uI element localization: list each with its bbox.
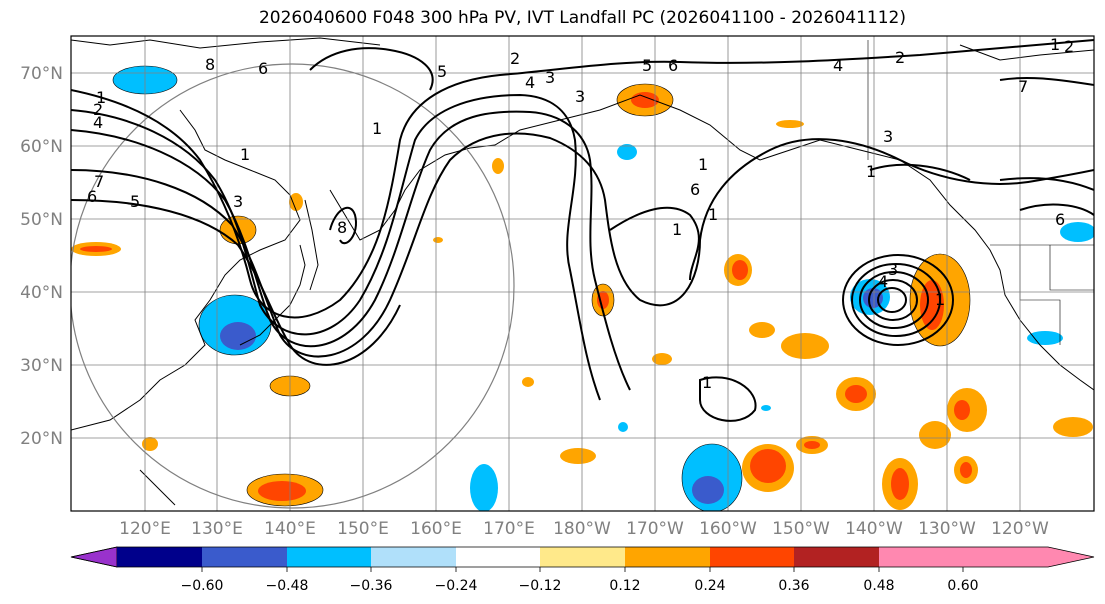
contour-label: 1 bbox=[96, 88, 106, 107]
colorbar-max-extension bbox=[963, 547, 1094, 567]
colorbar-ticks bbox=[201, 567, 964, 572]
contour-label: 3 bbox=[888, 260, 898, 279]
contour-label: 1 bbox=[1050, 35, 1060, 54]
contour-label: 1 bbox=[372, 119, 382, 138]
colorbar-segment bbox=[879, 547, 963, 567]
contour-label: 7 bbox=[94, 172, 104, 191]
contour-label: 6 bbox=[87, 187, 97, 206]
lat-label: 30°N bbox=[20, 356, 63, 376]
colorbar-outline bbox=[70, 546, 1095, 568]
lon-label: 170°E bbox=[483, 519, 535, 539]
lon-label: 130°W bbox=[918, 519, 976, 539]
lon-label: 150°E bbox=[337, 519, 389, 539]
colorbar-tick-label: 0.60 bbox=[947, 578, 978, 594]
lon-label: 140°W bbox=[845, 519, 903, 539]
colorbar-tick-label: −0.48 bbox=[266, 578, 309, 594]
contour-label: 3 bbox=[233, 192, 243, 211]
map-frame bbox=[70, 35, 1095, 512]
latitude-labels: 70°N 60°N 50°N 40°N 30°N 20°N bbox=[20, 64, 63, 449]
colorbar-segment bbox=[710, 547, 794, 567]
lat-label: 20°N bbox=[20, 429, 63, 449]
lon-label: 120°E bbox=[119, 519, 171, 539]
contour-label: 6 bbox=[258, 59, 268, 78]
colorbar-tick-label: 0.12 bbox=[609, 578, 640, 594]
contour-label: 5 bbox=[130, 192, 140, 211]
colorbar-segment bbox=[287, 547, 371, 567]
lat-label: 50°N bbox=[20, 210, 63, 230]
lon-label: 150°W bbox=[772, 519, 830, 539]
contour-label: 2 bbox=[510, 49, 520, 68]
contour-label: 1 bbox=[698, 155, 708, 174]
colorbar-segment bbox=[794, 547, 879, 567]
colorbar-segment bbox=[456, 547, 540, 567]
colorbar-tick-labels: −0.60 −0.48 −0.36 −0.24 −0.12 0.12 0.24 … bbox=[181, 578, 979, 594]
colorbar: −0.60 −0.48 −0.36 −0.24 −0.12 0.12 0.24 … bbox=[70, 546, 1095, 594]
lon-label: 140°E bbox=[264, 519, 316, 539]
lat-label: 40°N bbox=[20, 283, 63, 303]
contour-label: 1 bbox=[708, 205, 718, 224]
cutoff-low-contours bbox=[842, 254, 954, 346]
colorbar-segment bbox=[202, 547, 287, 567]
contour-label: 1 bbox=[935, 290, 945, 309]
colorbar-segment bbox=[117, 547, 202, 567]
contour-label: 5 bbox=[437, 62, 447, 81]
colorbar-segment bbox=[540, 547, 625, 567]
contour-label: 8 bbox=[337, 218, 347, 237]
colorbar-tick-label: −0.36 bbox=[350, 578, 393, 594]
trough-loop-contour bbox=[329, 206, 357, 245]
contour-label: 3 bbox=[575, 87, 585, 106]
contour-label: 1 bbox=[672, 220, 682, 239]
contour-label-group: 1 2 4 7 6 5 8 1 3 8 2 4 3 5 6 2 4 3 1 6 … bbox=[87, 35, 1074, 392]
lon-label: 170°W bbox=[626, 519, 684, 539]
colorbar-min-extension bbox=[70, 546, 118, 568]
contour-label: 3 bbox=[883, 127, 893, 146]
colorbar-tick-label: −0.60 bbox=[181, 578, 224, 594]
colorbar-tick-label: 0.48 bbox=[863, 578, 894, 594]
contour-label: 2 bbox=[1064, 37, 1074, 56]
pv-contours bbox=[71, 39, 1094, 422]
colorbar-segment bbox=[371, 547, 456, 567]
contour-label: 2 bbox=[895, 48, 905, 67]
contour-label: 7 bbox=[1018, 77, 1028, 96]
contour-label: 4 bbox=[525, 73, 535, 92]
colorbar-tick-label: 0.24 bbox=[694, 578, 725, 594]
lon-label: 180°W bbox=[553, 519, 611, 539]
colorbar-tick-label: 0.36 bbox=[778, 578, 809, 594]
longitude-labels: 120°E 130°E 140°E 150°E 160°E 170°E 180°… bbox=[119, 519, 1049, 539]
contour-label: 1 bbox=[866, 162, 876, 181]
lat-label: 70°N bbox=[20, 64, 63, 84]
contour-label: 4 bbox=[833, 56, 843, 75]
contour-label: 1 bbox=[240, 145, 250, 164]
contour-label: 6 bbox=[1055, 210, 1065, 229]
lon-label: 160°E bbox=[410, 519, 462, 539]
lon-label: 160°W bbox=[699, 519, 757, 539]
contour-label: 2 bbox=[93, 100, 103, 119]
contour-label: 6 bbox=[668, 56, 678, 75]
colorbar-segment bbox=[625, 547, 710, 567]
contour-label: 1 bbox=[702, 373, 712, 392]
radius-circle bbox=[71, 63, 515, 509]
contour-label: 5 bbox=[642, 56, 652, 75]
colorbar-tick-label: −0.24 bbox=[435, 578, 478, 594]
map-title: 2026040600 F048 300 hPa PV, IVT Landfall… bbox=[258, 8, 906, 28]
contour-label: 4 bbox=[878, 272, 888, 291]
lon-label: 130°E bbox=[191, 519, 243, 539]
contour-label: 8 bbox=[205, 55, 215, 74]
contour-label: 6 bbox=[690, 180, 700, 199]
contour-label: 4 bbox=[93, 113, 103, 132]
contour-label: 3 bbox=[545, 68, 555, 87]
lon-label: 120°W bbox=[991, 519, 1049, 539]
lat-label: 60°N bbox=[20, 137, 63, 157]
colorbar-tick-label: −0.12 bbox=[519, 578, 562, 594]
